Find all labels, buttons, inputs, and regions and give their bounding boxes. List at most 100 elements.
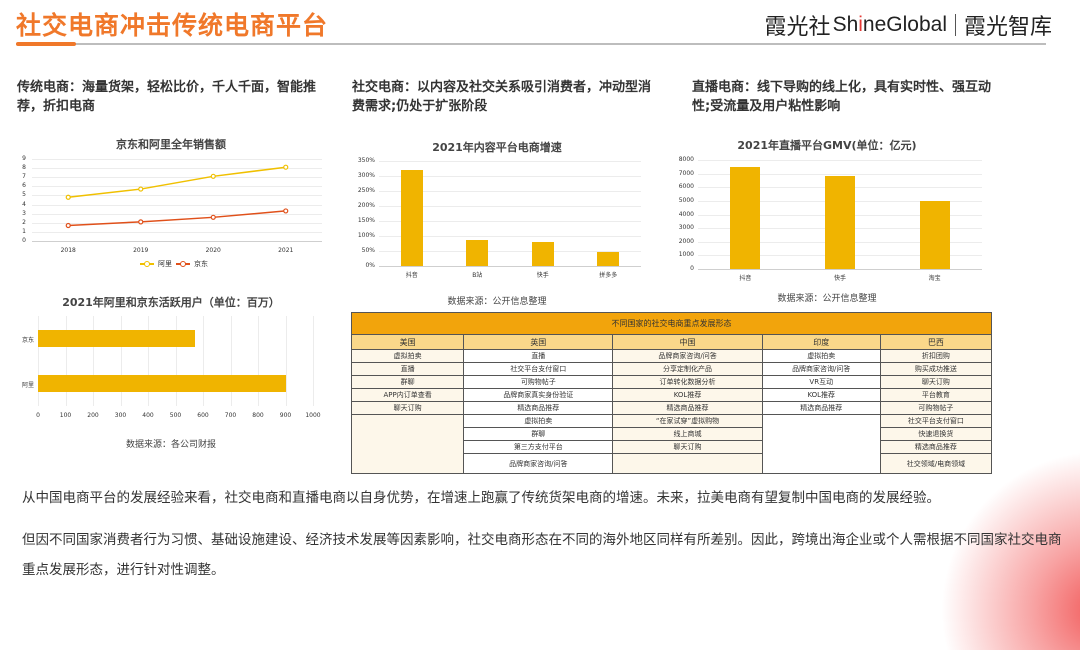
title-accent-bar [16,42,76,46]
gridline [32,231,322,233]
table-col-header: 巴西 [879,334,993,350]
y-tick-label: 1000 [678,251,694,259]
gridline [32,186,322,188]
gridline [379,191,641,192]
table-cell: 分享定制化产品 [612,362,763,376]
data-point [65,194,71,200]
chart-source: 数据来源：公开信息整理 [777,294,877,304]
gridline [32,168,322,170]
table-cell: 第三方支付平台 [463,440,614,454]
table-cell: 精选商品推荐 [761,401,881,415]
table-cell: APP内订单查看 [350,388,465,402]
y-tick-label: 0 [22,237,26,244]
page-title: 社交电商冲击传统电商平台 [16,11,329,40]
chart-source: 数据来源：各公司财报 [125,440,216,450]
gridline [285,316,287,406]
y-tick-label: 350% [357,157,375,164]
table-cell: 可购物帖子 [463,375,614,389]
y-tick-label: 200% [357,202,375,209]
series-line-京东 [68,210,286,227]
x-tick-label: 200 [87,412,99,419]
bar-京东 [38,330,195,347]
data-point [283,164,289,170]
table-body: 虚拟拍卖 直播 品牌商家咨询/问答 虚拟拍卖 折扣团购 直播 社交平台支付窗口 分享定制化产品… [350,349,993,474]
x-tick-label: 2018 [60,247,76,254]
gridline [120,316,122,406]
table-cell: KOL推荐 [761,388,881,402]
gridline [258,316,259,406]
paragraph-1: 从中国电商平台的发展经验来看，社交电商和直播电商以自身优势，在增速上跑赢了传统货… [22,490,940,506]
table-row: 聊天订购 精选商品推荐 精选商品推荐 精选商品推荐 可购物帖子 [350,401,993,415]
table-row: APP内订单查看 品牌商家真实身份验证 KOL推荐 KOL推荐 平台教育 [350,388,993,402]
chart-content-growth: 2021年内容平台电商增速 0% 50% 100% 150% 200% 250% 300% 3… [347,128,647,308]
brand-en-suffix: neGlobal [862,13,947,36]
gridline [379,161,641,162]
bar-快手 [825,176,855,269]
y-tick-label: 9 [22,155,26,162]
table-title: 不同国家的社交电商重点发展形态 [351,312,992,335]
data-point [138,186,144,192]
y-tick-label: 1 [22,227,26,235]
gridline [379,206,641,207]
chart-active-users: 2021年阿里和京东活跃用户（单位：百万） 0 100 200 300 400 500 60… [12,288,330,453]
x-tick-label: 2020 [205,247,221,254]
x-tick-label: 抖音 [405,272,418,279]
country-forms-table: 不同国家的社交电商重点发展形态 美国 英国 中国 印度 巴西 虚拟拍卖 直播 品牌商家咨询/… [350,312,993,474]
x-tick-label: 1000 [305,412,321,419]
brand-en-i: i [858,13,863,36]
x-tick-label: 300 [114,412,127,419]
chart-title: 2021年内容平台电商增速 [432,141,562,154]
x-tick-label: B站 [472,272,483,279]
y-tick-label: 0% [365,262,375,269]
gridline [379,176,641,177]
table-cell: 品牌商家咨询/问答 [612,349,763,363]
x-tick-label: 快手 [833,275,846,282]
paragraph-2: 但因不同国家消费者行为习惯、基础设施建设、经济技术发展等因素影响，社交电商形态在… [22,532,1062,578]
chart-legend: 阿里 京东 [140,259,208,269]
x-tick-label: 抖音 [739,275,752,282]
y-tick-label: 7000 [678,169,694,177]
brand-logo: 霞光社 ShineGlobal 霞光智库 [765,9,1052,41]
bar-快手 [531,242,554,266]
data-point [65,222,71,229]
table-cell: 可购物帖子 [879,401,993,415]
y-tick-label: 3 [22,209,26,217]
table-cell: 精选商品推荐 [612,401,763,415]
table-cell: VR互动 [761,375,881,389]
legend-label-ali: 阿里 [158,260,172,268]
y-tick-label: 7 [22,173,26,181]
table-cell: 群聊 [463,427,614,441]
series-line-阿里 [68,166,286,199]
table-cell: 品牌商家咨询/问答 [761,362,881,376]
desc-live: 直播电商：线下导购的线上化，具有实时性、强互动性;受流量及用户粘性影响 [692,80,992,114]
y-tick-label: 8000 [678,156,694,163]
table-cell: 折扣团购 [879,349,993,363]
table-col-header: 印度 [761,334,881,350]
x-tick-label: 600 [197,412,209,419]
x-tick-label: 2021 [278,247,294,254]
x-tick-label: 500 [169,412,182,419]
chart-title: 京东和阿里全年销售额 [116,138,226,151]
table-cell: 精选商品推荐 [879,440,993,454]
bar-抖音 [400,170,423,266]
y-tick-label: 6000 [678,183,694,191]
y-tick-label: 50% [361,247,375,254]
table-cell: 平台教育 [879,388,993,402]
y-tick-label: 阿里 [21,381,34,389]
table-cell: 虚拟拍卖 [463,414,614,428]
gridline [32,159,322,160]
y-tick-label: 2000 [678,237,694,245]
brand-cn: 霞光社 [764,15,831,40]
x-axis [379,266,641,267]
y-tick-label: 250% [357,187,375,194]
table-cell: 虚拟拍卖 [761,349,881,363]
gridline [379,251,641,252]
table-cell: 快速退换货 [879,427,993,441]
table-cell: 订单转化数据分析 [612,375,763,389]
brand-sub: 霞光智库 [963,15,1052,40]
table-col-header: 英国 [463,334,614,350]
x-tick-label: 100 [59,412,72,419]
x-tick-label: 900 [279,412,292,419]
gridline [313,316,314,406]
brand-en: ShineGlobal [833,13,947,37]
